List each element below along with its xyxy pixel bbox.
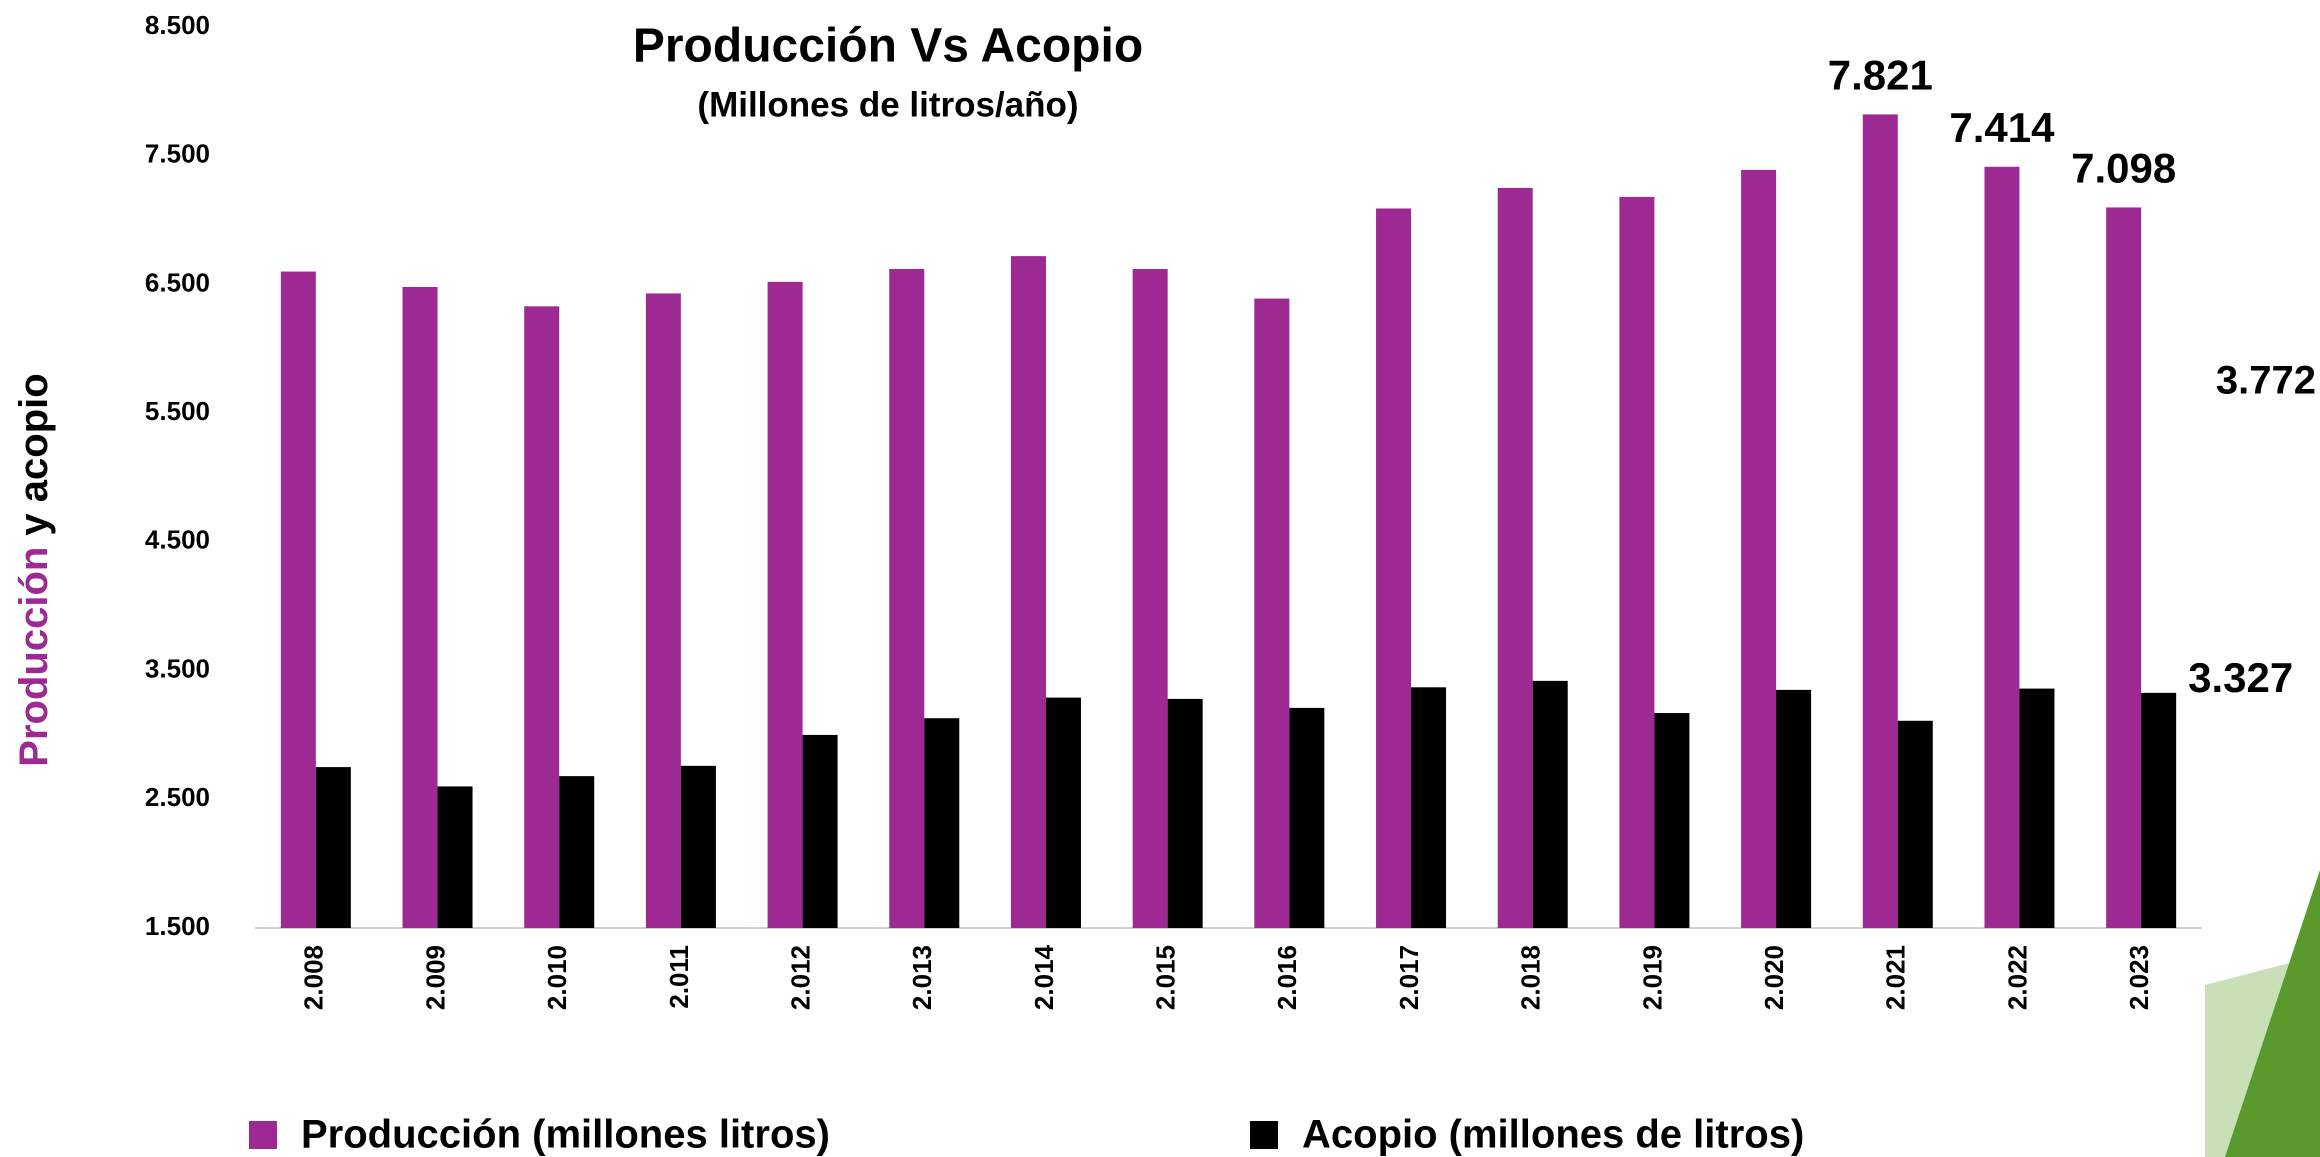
data-label: 7.821 [1828,51,1933,98]
bar [315,767,351,928]
bar [1132,268,1168,928]
x-tick-label: 2.019 [1637,945,1667,1010]
bar [680,765,716,928]
bar [1167,698,1203,928]
bar [889,268,925,928]
x-tick-label: 2.011 [664,945,694,1009]
x-tick-label: 2.010 [542,945,572,1010]
y-axis-label: Producción y acopio [12,373,56,766]
bar [2106,207,2142,929]
y-axis-label-part: y acopio [12,373,56,535]
bar [1010,256,1046,928]
bar [1897,720,1933,928]
bar [437,786,473,928]
bar [1776,689,1812,928]
decoration [2225,870,2320,1157]
chart-subtitle: (Millones de litros/año) [697,85,1078,124]
legend-swatch [249,1121,277,1149]
bar [1741,169,1777,928]
y-tick-label: 7.500 [145,139,210,169]
legend-swatch [1250,1121,1278,1149]
bar [2141,692,2177,928]
bar [524,306,560,928]
bar [645,293,681,928]
x-tick-label: 2.022 [2002,945,2032,1010]
bar [1984,166,2020,929]
x-tick-label: 2.009 [420,945,450,1010]
x-tick-label: 2.018 [1516,945,1546,1010]
bar [924,718,960,928]
x-tick-label: 2.015 [1151,945,1181,1010]
y-tick-label: 2.500 [145,782,210,812]
legend-label: Acopio (millones de litros) [1302,1113,1804,1157]
data-label: 7.414 [1949,104,2055,151]
x-tick-label: 2.014 [1029,944,1059,1010]
bar [1532,680,1568,928]
y-tick-label: 6.500 [145,267,210,297]
data-label: 3.327 [2188,654,2293,701]
bar [1411,687,1447,928]
bar [1045,697,1081,928]
bar [2019,688,2055,928]
bar [280,271,316,928]
x-tick-label: 2.012 [785,945,815,1010]
y-tick-label: 5.500 [145,396,210,426]
bar [1254,298,1290,928]
bar [1619,196,1655,929]
y-tick-label: 1.500 [145,911,210,941]
chart-title: Producción Vs Acopio [633,20,1143,73]
bar [767,281,803,929]
x-tick-label: 2.021 [1881,945,1911,1010]
data-label: 7.098 [2071,145,2176,192]
y-tick-label: 4.500 [145,525,210,555]
x-tick-label: 2.020 [1759,945,1789,1010]
bar [1654,713,1690,928]
y-axis-label-part: Producción [12,547,56,767]
bar [1497,187,1533,929]
x-tick-label: 2.017 [1394,945,1424,1010]
bar [1289,707,1325,928]
x-tick-label: 2.023 [2124,945,2154,1010]
bar [1376,208,1412,929]
x-tick-label: 2.013 [907,945,937,1010]
annotation: 3.772 [2216,359,2316,403]
x-tick-label: 2.016 [1272,945,1302,1010]
x-tick-label: 2.008 [299,945,329,1010]
y-tick-label: 8.500 [145,10,210,40]
bar [402,287,438,928]
bar [802,734,838,928]
bar [559,776,595,928]
bar [1862,114,1898,929]
y-tick-label: 3.500 [145,653,210,683]
legend-label: Producción (millones litros) [301,1113,830,1157]
